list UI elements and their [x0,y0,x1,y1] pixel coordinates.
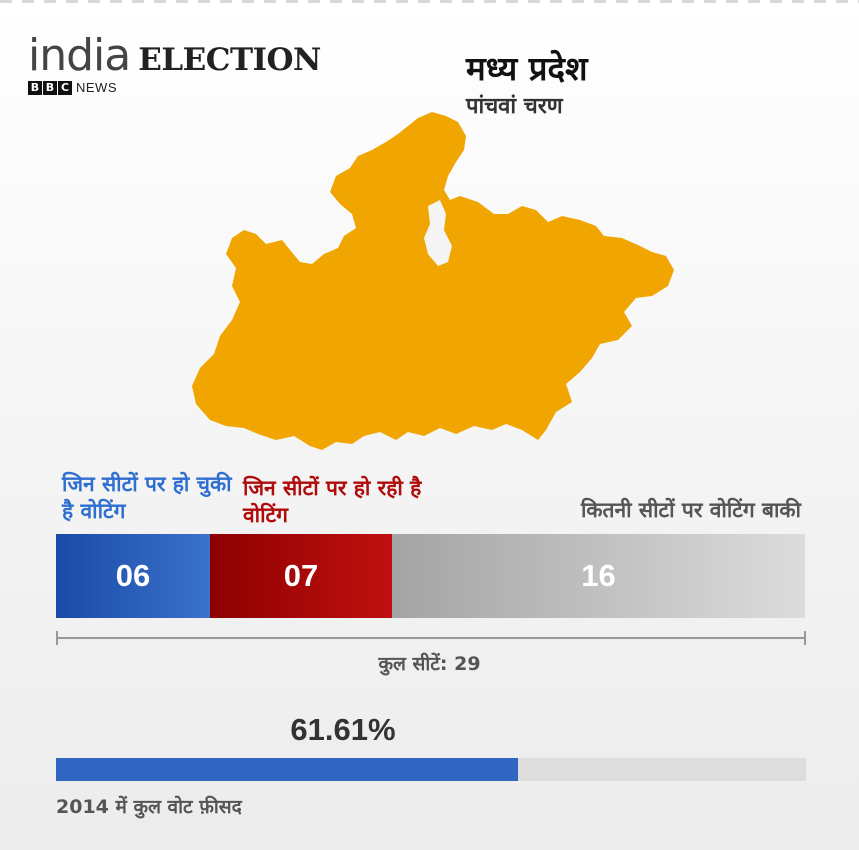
turnout-label: 2014 में कुल वोट फ़ीसद [56,796,242,818]
voted-seats-value: 06 [115,558,151,593]
bracket-right-tick [804,631,806,645]
voting-now-seats-value: 07 [283,558,319,593]
india-election-logo: india ELECTION B B C NEWS [28,34,321,95]
bbc-news-text: NEWS [76,80,117,95]
madhya-pradesh-map-icon [192,112,674,450]
phase-subtitle: पांचवां चरण [466,94,563,119]
voting-now-seats-label: जिन सीटों पर हो रही है वोटिंग [243,476,422,527]
remaining-seats-bar: 16 [392,534,805,618]
voted-seats-bar: 06 [56,534,210,618]
remaining-seats-value: 16 [581,558,616,593]
bracket-left-tick [56,631,58,645]
logo-india-text: india [28,30,131,81]
turnout-percent: 61.61% [290,712,396,747]
turnout-bar-fill [56,758,519,781]
total-seats-bracket [56,637,805,639]
voting-now-seats-bar: 07 [210,534,392,618]
bbc-block-1: B [28,80,42,95]
turnout-bar-track [56,758,806,781]
bbc-block-3: C [58,80,72,95]
logo-election-text: ELECTION [138,42,321,78]
remaining-seats-label: कितनी सीटों पर वोटिंग बाकी [580,498,801,522]
bbc-news-logo: B B C NEWS [28,80,321,95]
bbc-block-2: B [43,80,57,95]
state-title: मध्य प्रदेश [466,49,588,88]
top-dashed-border [0,0,859,3]
voted-seats-label: जिन सीटों पर हो चुकी है वोटिंग [62,472,232,523]
total-seats-label: कुल सीटें: 29 [378,653,481,675]
